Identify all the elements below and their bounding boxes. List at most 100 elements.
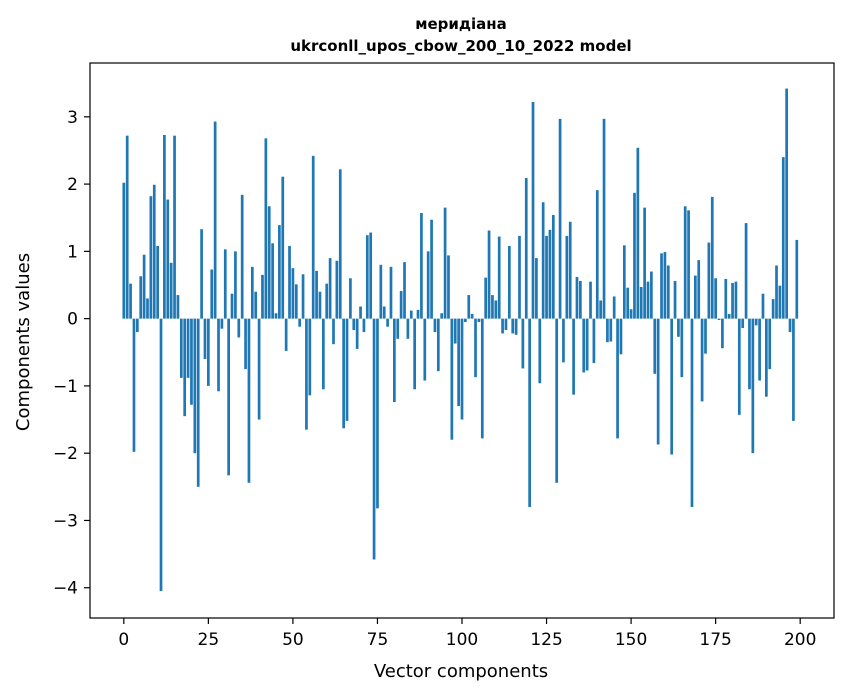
bar-189 [761,293,765,319]
bar-163 [673,280,677,319]
bar-124 [541,202,545,319]
bar-118 [521,318,525,369]
bar-85 [409,310,413,319]
bar-89 [423,318,427,381]
bar-8 [149,196,153,319]
bar-35 [240,194,244,319]
bar-186 [751,318,755,454]
bar-122 [535,258,538,319]
bars-group [122,88,799,592]
bar-109 [491,295,494,319]
y-tick-label: −1 [53,377,78,397]
bar-167 [687,210,690,319]
bar-81 [396,318,400,339]
bar-91 [430,219,433,319]
bar-72 [365,235,369,319]
bar-141 [599,300,603,319]
bar-60 [325,283,329,319]
bar-192 [771,299,775,319]
bar-127 [551,215,555,319]
bar-99 [457,318,460,407]
bar-181 [734,281,738,319]
bar-173 [707,242,711,319]
bar-175 [714,278,717,319]
bar-185 [748,318,751,390]
bar-20 [190,318,193,405]
bar-174 [710,196,714,319]
bar-151 [633,192,636,319]
bar-119 [524,178,528,319]
bar-44 [271,243,274,319]
bar-102 [467,295,471,319]
bar-32 [230,293,234,319]
bar-49 [288,245,291,319]
bar-152 [636,147,640,319]
bar-199 [795,239,799,319]
bar-9 [152,184,156,319]
bar-130 [562,318,565,363]
x-tick-label: 100 [446,630,478,650]
bar-115 [511,318,515,334]
bar-7 [146,298,149,319]
bar-98 [453,318,457,344]
bar-23 [200,229,203,319]
bar-90 [426,251,430,319]
bar-178 [724,278,728,319]
bar-177 [721,318,724,349]
bar-164 [677,318,680,337]
bar-171 [700,318,704,402]
bar-93 [436,318,440,372]
bar-188 [758,318,761,381]
bar-47 [281,176,285,319]
x-tick-label: 200 [784,630,816,650]
bar-34 [237,318,241,338]
bar-28 [217,318,220,392]
x-tick-label: 175 [699,630,731,650]
bar-71 [362,318,366,333]
bar-180 [731,282,734,319]
bar-140 [595,190,599,319]
bar-120 [528,318,531,507]
y-tick-label: 2 [67,175,78,195]
bar-195 [781,157,785,319]
bar-104 [474,318,477,378]
bar-149 [626,287,630,319]
bar-3 [132,318,136,452]
bar-22 [196,318,200,487]
bar-166 [683,206,687,319]
bar-6 [142,254,146,319]
bar-46 [278,225,281,319]
bar-160 [663,252,667,319]
bar-19 [186,318,190,378]
bar-26 [210,269,214,319]
bar-153 [639,287,643,319]
bar-194 [778,285,782,319]
bar-58 [318,291,322,319]
bar-73 [369,232,373,319]
bar-187 [754,318,758,326]
bar-158 [656,318,660,445]
bar-107 [484,277,488,319]
bar-14 [169,262,173,319]
bar-36 [244,318,247,370]
bar-0 [122,182,126,319]
chart-subtitle: ukrconll_upos_cbow_200_10_2022 model [290,37,631,55]
bar-111 [497,236,501,319]
chart-title: меридіана [415,15,507,33]
bar-143 [606,318,609,343]
bar-116 [514,318,518,335]
bar-68 [352,318,356,331]
bar-183 [741,318,745,329]
bar-144 [609,318,613,342]
bar-15 [173,135,176,319]
bar-108 [487,230,491,319]
bar-131 [565,235,569,319]
bar-27 [213,121,217,319]
x-tick-label: 150 [615,630,647,650]
bar-50 [291,268,295,319]
bar-39 [254,291,258,319]
bar-162 [670,318,674,455]
bar-77 [382,306,386,319]
bar-106 [480,318,484,439]
bar-82 [399,291,403,319]
